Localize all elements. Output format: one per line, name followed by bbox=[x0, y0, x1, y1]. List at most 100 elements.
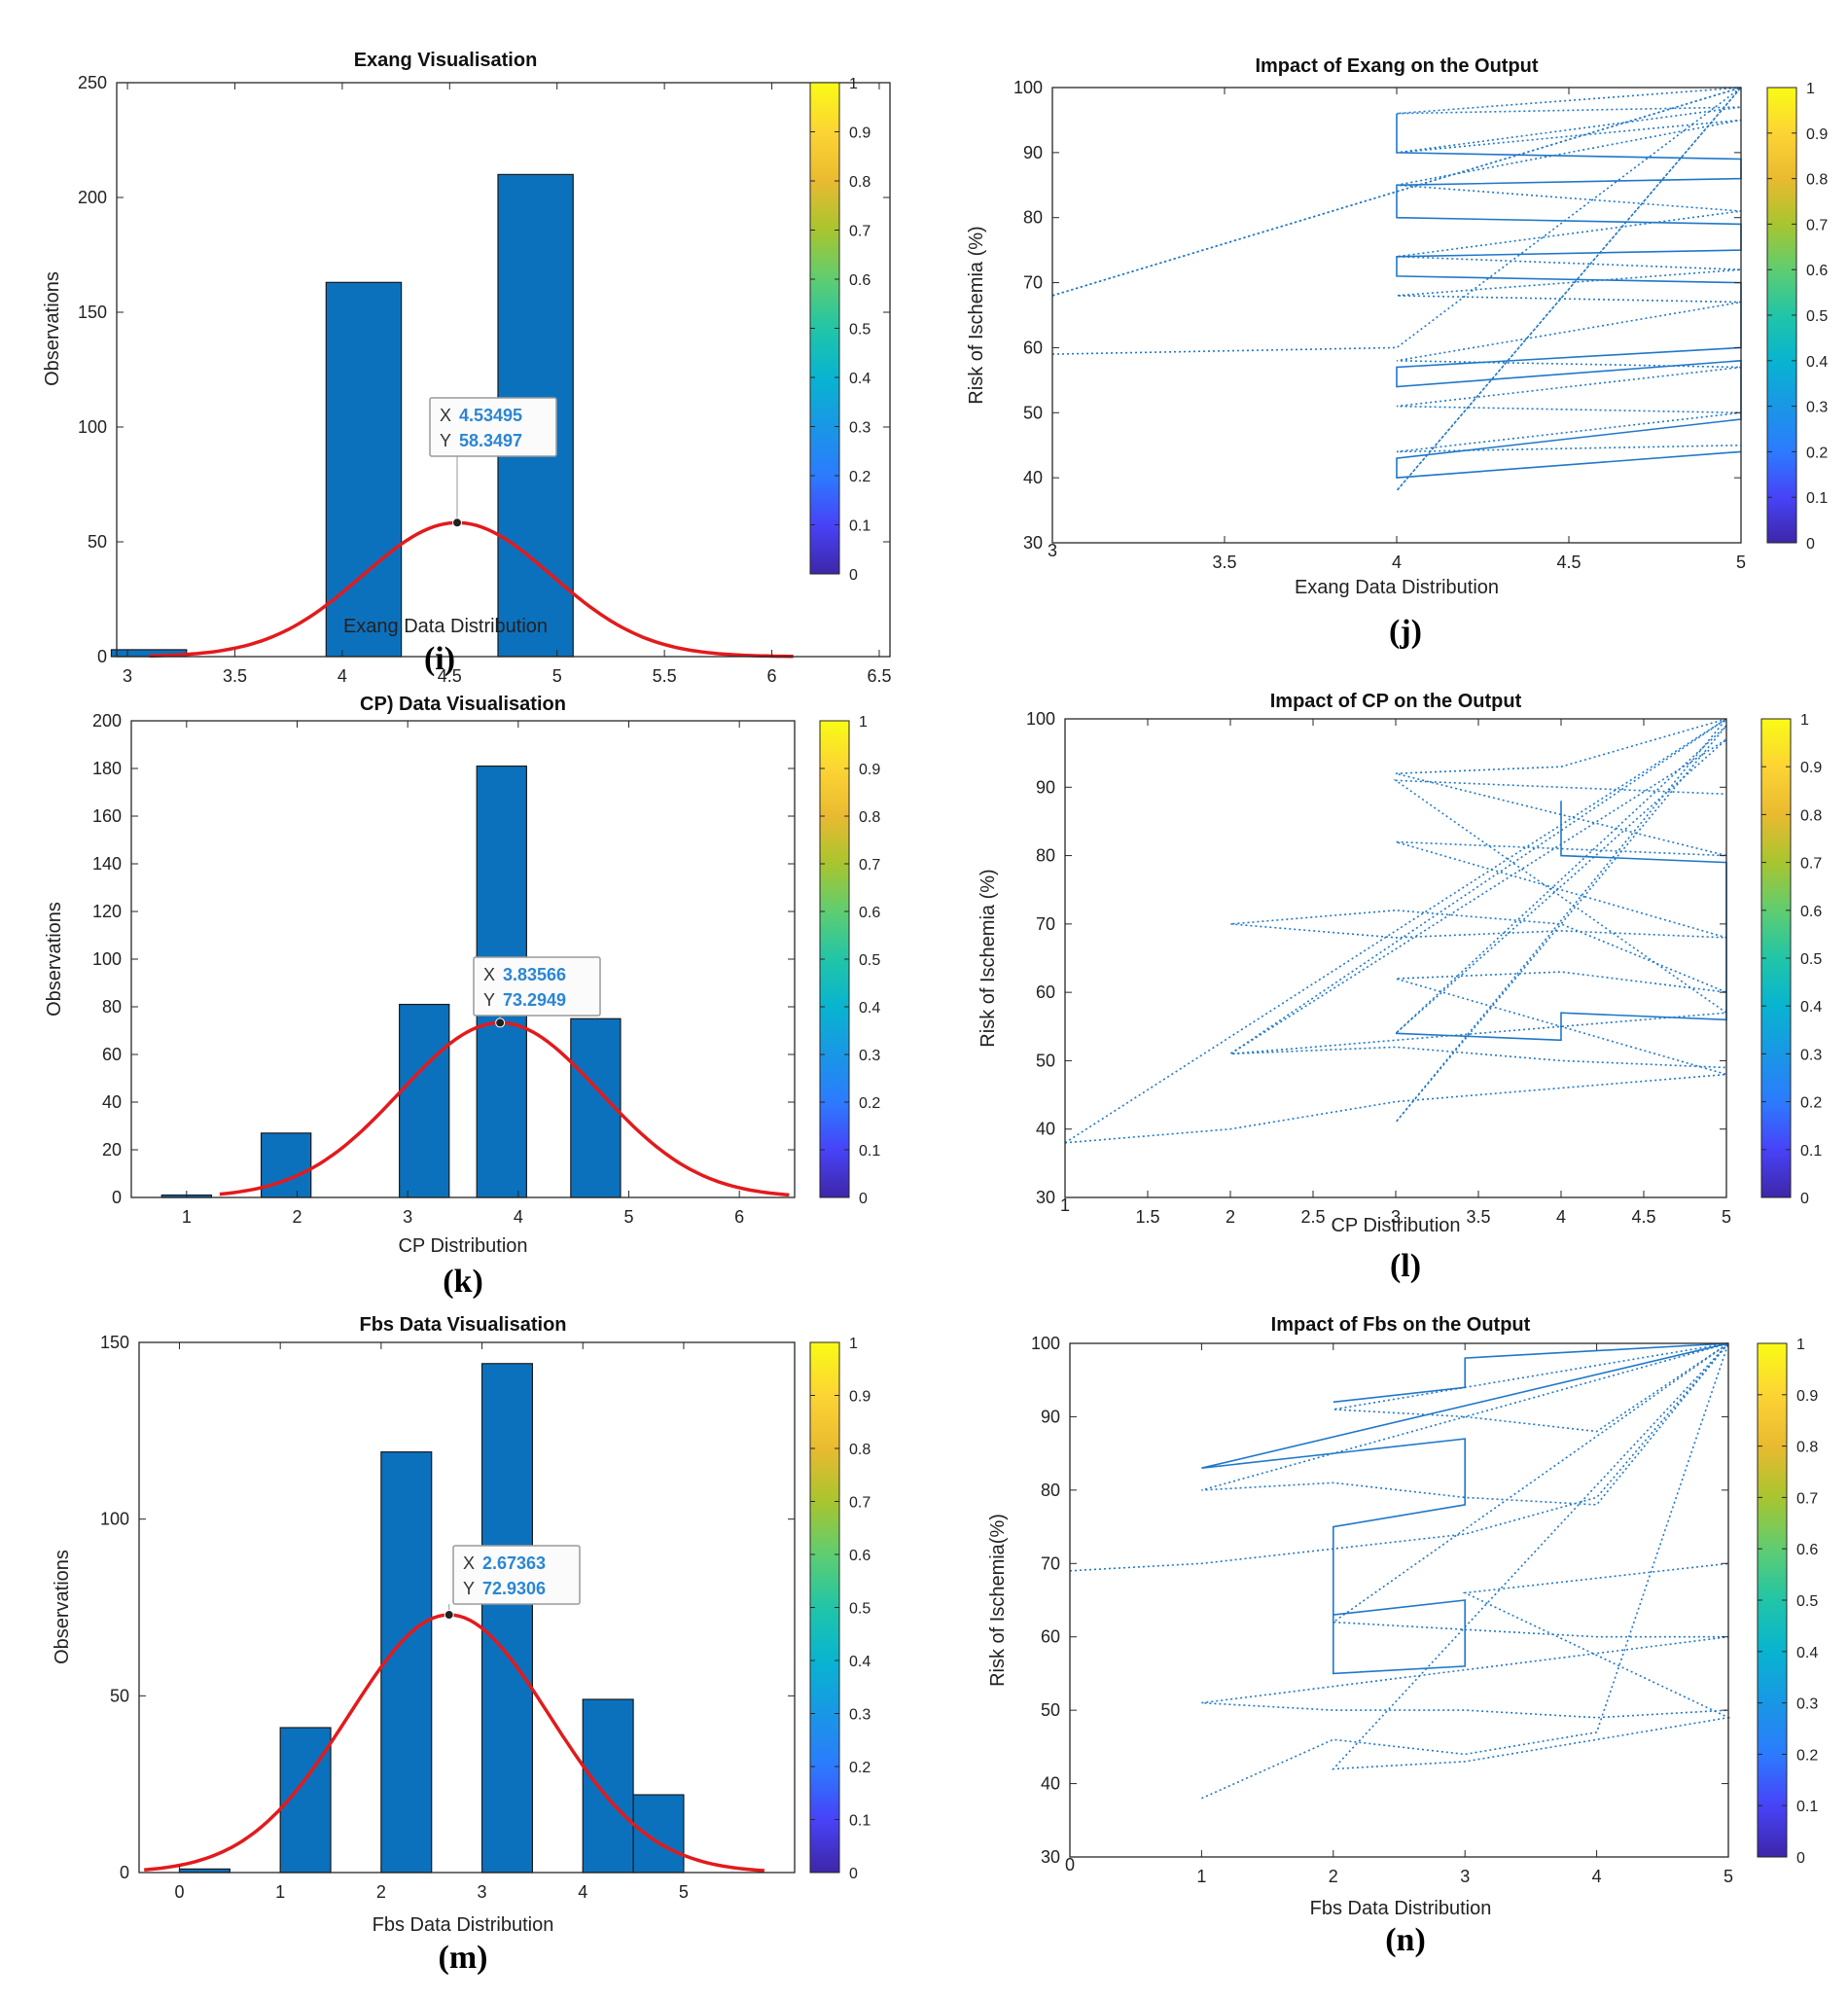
datatip-x-label: X bbox=[463, 1553, 475, 1573]
x-axis-label: CP Distribution bbox=[1331, 1215, 1460, 1236]
series-line-1 bbox=[1064, 718, 1727, 1144]
colorbar-tick-label: 0.2 bbox=[849, 469, 871, 485]
x-tick-label: 4 bbox=[338, 666, 347, 686]
colorbar-tick-label: 0.5 bbox=[859, 952, 880, 969]
y-tick-label: 90 bbox=[1041, 1407, 1060, 1426]
colorbar-tick-label: 0.3 bbox=[849, 1707, 871, 1724]
colorbar-tick-label: 0.4 bbox=[1796, 1645, 1818, 1661]
plot-area bbox=[131, 721, 795, 1197]
colorbar-tick-label: 0.9 bbox=[849, 1389, 871, 1406]
x-tick-label: 4.5 bbox=[1631, 1207, 1655, 1227]
colorbar-tick-label: 0.3 bbox=[849, 420, 871, 437]
y-tick-label: 40 bbox=[1041, 1774, 1060, 1794]
colorbar-tick-label: 0.8 bbox=[1800, 807, 1822, 824]
colorbar-tick-label: 0.6 bbox=[849, 272, 871, 289]
y-axis-label: Risk of Ischemia (%) bbox=[966, 226, 987, 404]
x-tick-label: 5 bbox=[679, 1882, 689, 1902]
panel-label: (n) bbox=[1385, 1922, 1426, 1958]
plot-area bbox=[1070, 1343, 1728, 1857]
colorbar-tick-label: 0.6 bbox=[1796, 1542, 1818, 1558]
y-tick-label: 0 bbox=[112, 1188, 122, 1207]
x-axis-label: Exang Data Distribution bbox=[343, 616, 548, 637]
panel-label: (m) bbox=[439, 1940, 488, 1976]
colorbar-tick-label: 1 bbox=[1800, 712, 1809, 729]
y-tick-label: 50 bbox=[1036, 1051, 1055, 1070]
colorbar-tick-label: 0.5 bbox=[1806, 308, 1828, 325]
colorbar-tick-label: 0.1 bbox=[849, 518, 871, 535]
y-tick-label: 80 bbox=[102, 997, 122, 1017]
colorbar-tick-label: 0.2 bbox=[1806, 445, 1828, 461]
y-tick-label: 100 bbox=[100, 1510, 129, 1529]
colorbar-tick-label: 0.1 bbox=[859, 1143, 880, 1160]
y-tick-label: 40 bbox=[1036, 1120, 1055, 1139]
x-tick-label: 3.5 bbox=[223, 666, 247, 686]
datatip-y-value: 73.2949 bbox=[503, 990, 566, 1010]
colorbar-tick-label: 0.6 bbox=[1800, 904, 1822, 920]
colorbar-tick-label: 0.4 bbox=[1806, 354, 1828, 371]
colorbar-tick-label: 0.5 bbox=[849, 322, 871, 339]
colorbar-tick-label: 0 bbox=[1800, 1191, 1809, 1207]
x-tick-label: 3.5 bbox=[1212, 553, 1236, 572]
x-tick-label: 3 bbox=[1048, 541, 1057, 560]
x-tick-label: 0 bbox=[1065, 1855, 1075, 1874]
y-tick-label: 50 bbox=[110, 1686, 129, 1705]
y-axis-label: Risk of Ischemia(%) bbox=[987, 1514, 1009, 1687]
chart-title: CP) Data Visualisation bbox=[360, 694, 566, 715]
chart-title: Exang Visualisation bbox=[354, 50, 538, 71]
x-tick-label: 1 bbox=[182, 1207, 192, 1227]
y-tick-label: 90 bbox=[1023, 143, 1043, 162]
x-tick-label: 1 bbox=[1196, 1867, 1206, 1886]
y-tick-label: 60 bbox=[1023, 338, 1043, 357]
colorbar-tick-label: 1 bbox=[849, 76, 858, 92]
chart-title: Impact of Exang on the Output bbox=[1255, 55, 1538, 77]
datatip-box bbox=[473, 956, 601, 1017]
normal-fit-curve bbox=[149, 520, 794, 659]
colorbar-tick-label: 0.2 bbox=[1800, 1095, 1822, 1112]
colorbar-tick-label: 1 bbox=[1806, 81, 1815, 97]
y-tick-label: 180 bbox=[92, 759, 122, 778]
y-tick-label: 100 bbox=[1013, 78, 1043, 97]
y-tick-label: 0 bbox=[97, 647, 107, 666]
x-tick-label: 3 bbox=[403, 1207, 412, 1227]
x-tick-label: 2 bbox=[292, 1207, 302, 1227]
colorbar-tick-label: 0.7 bbox=[1796, 1490, 1818, 1507]
colorbar-tick-label: 0.4 bbox=[859, 1000, 880, 1017]
datatip-y-label: Y bbox=[440, 431, 451, 450]
y-tick-label: 90 bbox=[1036, 777, 1055, 797]
datatip-marker bbox=[495, 1017, 506, 1028]
colorbar-tick-label: 0.3 bbox=[859, 1048, 880, 1064]
y-tick-label: 140 bbox=[92, 854, 122, 874]
x-tick-label: 5 bbox=[623, 1207, 633, 1227]
panel-label: (l) bbox=[1390, 1248, 1421, 1284]
x-tick-label: 0 bbox=[174, 1882, 184, 1902]
y-tick-label: 100 bbox=[1026, 709, 1055, 729]
datatip-x-label: X bbox=[440, 406, 451, 425]
series-line-3 bbox=[1201, 1342, 1729, 1675]
y-tick-label: 150 bbox=[78, 303, 107, 322]
axes-frame bbox=[1069, 1342, 1729, 1858]
y-tick-label: 160 bbox=[92, 806, 122, 826]
x-tick-label: 1.5 bbox=[1135, 1207, 1159, 1227]
colorbar-tick-label: 0.8 bbox=[849, 1442, 871, 1458]
colorbar-tick-label: 0.9 bbox=[1796, 1388, 1818, 1405]
datatip-y-label: Y bbox=[463, 1579, 475, 1598]
normal-fit-curve bbox=[144, 1613, 764, 1873]
y-axis-label: Observations bbox=[42, 271, 63, 386]
colorbar-tick-label: 0.6 bbox=[1806, 263, 1828, 279]
colorbar-tick-label: 0.4 bbox=[849, 371, 871, 387]
x-tick-label: 2 bbox=[376, 1882, 386, 1902]
bar bbox=[582, 1698, 634, 1874]
y-tick-label: 40 bbox=[1023, 468, 1043, 487]
datatip-y-value: 58.3497 bbox=[459, 431, 522, 450]
colorbar-tick-label: 0.1 bbox=[1806, 490, 1828, 507]
colorbar-tick-label: 0 bbox=[1796, 1850, 1805, 1867]
colorbar-tick-label: 0.8 bbox=[849, 174, 871, 191]
colorbar-tick-label: 0.9 bbox=[859, 762, 880, 778]
datatip-y-label: Y bbox=[483, 990, 495, 1010]
colorbar-tick-label: 0.3 bbox=[1796, 1696, 1818, 1713]
colorbar-tick-label: 0.9 bbox=[1806, 126, 1828, 143]
datatip-box bbox=[452, 1545, 581, 1605]
